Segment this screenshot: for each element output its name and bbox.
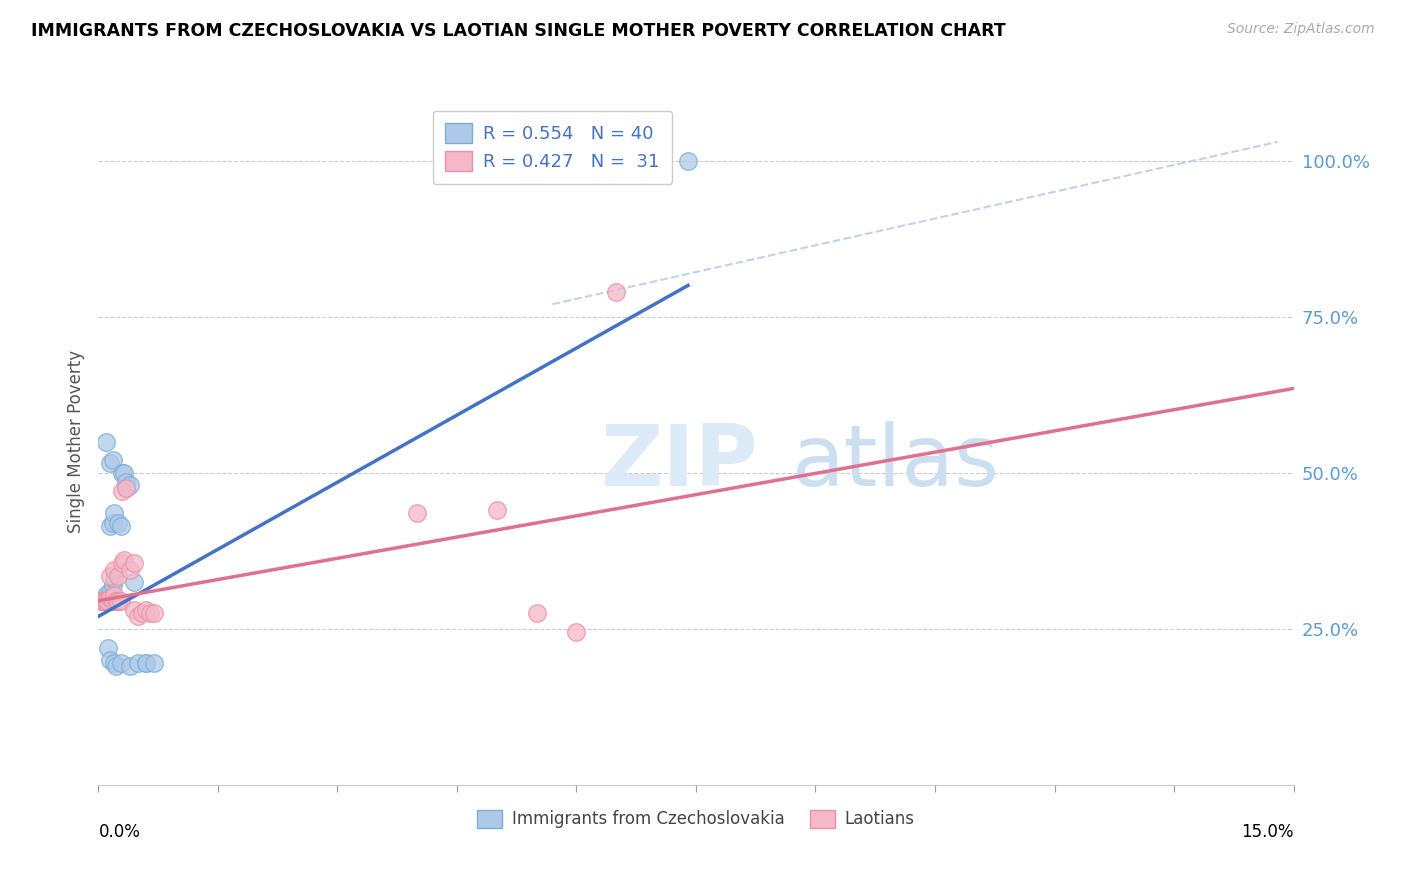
Text: Source: ZipAtlas.com: Source: ZipAtlas.com — [1227, 22, 1375, 37]
Text: ZIP: ZIP — [600, 421, 758, 504]
Text: 15.0%: 15.0% — [1241, 822, 1294, 841]
Point — [676, 153, 699, 168]
Point — [112, 553, 135, 567]
Point — [97, 594, 120, 608]
Point — [107, 516, 129, 530]
Point — [406, 507, 429, 521]
Legend: Immigrants from Czechoslovakia, Laotians: Immigrants from Czechoslovakia, Laotians — [467, 800, 925, 838]
Point — [98, 457, 122, 471]
Point — [124, 557, 146, 571]
Y-axis label: Single Mother Poverty: Single Mother Poverty — [66, 350, 84, 533]
Point — [97, 640, 120, 655]
Point — [111, 557, 134, 571]
Point — [110, 594, 132, 608]
Point — [103, 563, 125, 577]
Point — [565, 624, 588, 639]
Point — [93, 594, 115, 608]
Point — [107, 569, 129, 583]
Point — [526, 607, 548, 621]
Point — [90, 594, 112, 608]
Point — [101, 594, 124, 608]
Point — [103, 594, 125, 608]
Point — [120, 659, 142, 673]
Point — [135, 657, 157, 671]
Text: atlas: atlas — [792, 421, 1000, 504]
Point — [96, 594, 118, 608]
Point — [101, 578, 124, 592]
Point — [97, 591, 120, 605]
Point — [91, 594, 114, 608]
Point — [104, 594, 127, 608]
Point — [96, 594, 118, 608]
Point — [485, 503, 508, 517]
Point — [120, 563, 142, 577]
Point — [120, 478, 142, 492]
Text: 0.0%: 0.0% — [98, 822, 141, 841]
Point — [98, 519, 122, 533]
Point — [115, 475, 138, 489]
Point — [103, 657, 125, 671]
Point — [98, 569, 122, 583]
Point — [96, 434, 118, 449]
Point — [115, 482, 138, 496]
Point — [135, 657, 157, 671]
Point — [107, 594, 129, 608]
Point — [98, 591, 122, 605]
Point — [90, 594, 112, 608]
Point — [605, 285, 627, 299]
Point — [97, 594, 120, 608]
Point — [98, 594, 122, 608]
Point — [131, 607, 153, 621]
Point — [124, 574, 146, 589]
Point — [115, 482, 138, 496]
Point — [127, 657, 149, 671]
Point — [103, 588, 125, 602]
Point — [101, 453, 124, 467]
Point — [101, 516, 124, 530]
Point — [111, 484, 134, 499]
Point — [98, 584, 122, 599]
Point — [112, 466, 135, 480]
Point — [143, 657, 166, 671]
Point — [110, 657, 132, 671]
Point — [135, 603, 157, 617]
Point — [104, 659, 127, 673]
Point — [127, 609, 149, 624]
Point — [103, 572, 125, 586]
Text: IMMIGRANTS FROM CZECHOSLOVAKIA VS LAOTIAN SINGLE MOTHER POVERTY CORRELATION CHAR: IMMIGRANTS FROM CZECHOSLOVAKIA VS LAOTIA… — [31, 22, 1005, 40]
Point — [124, 603, 146, 617]
Point — [96, 588, 118, 602]
Point — [139, 607, 162, 621]
Point — [111, 466, 134, 480]
Point — [91, 594, 114, 608]
Point — [103, 507, 125, 521]
Point — [143, 607, 166, 621]
Point — [107, 594, 129, 608]
Point — [110, 519, 132, 533]
Point — [91, 594, 114, 608]
Point — [104, 594, 127, 608]
Point — [98, 653, 122, 667]
Point — [94, 594, 117, 608]
